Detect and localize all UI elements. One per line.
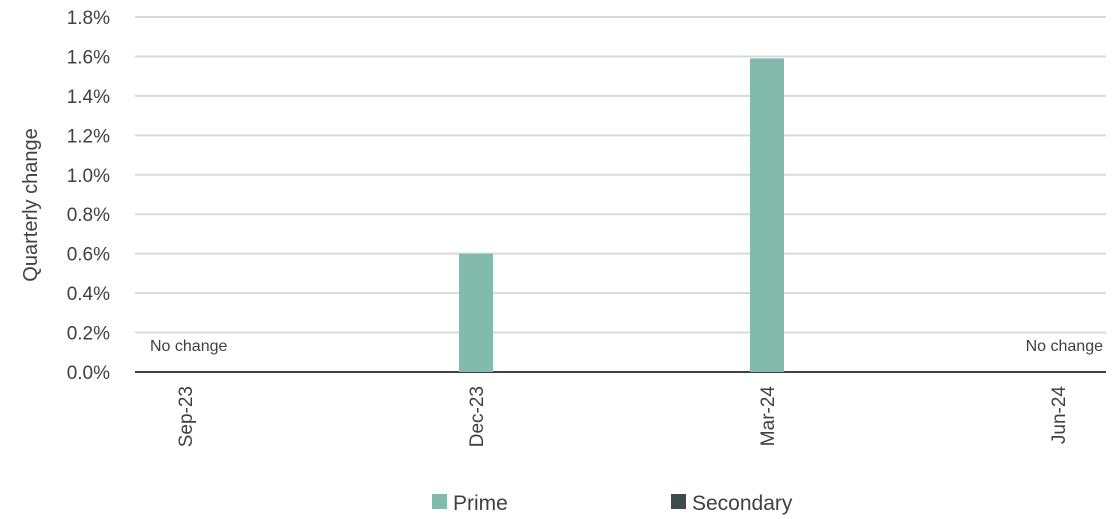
- gridlines: [135, 16, 1106, 373]
- legend-item-secondary: Secondary: [671, 492, 793, 515]
- y-tick-label: 0.4%: [67, 284, 110, 305]
- legend: Prime Secondary: [432, 492, 793, 515]
- y-tick-label: 0.2%: [67, 324, 110, 345]
- legend-label: Secondary: [692, 492, 793, 515]
- y-axis-title: Quarterly change: [20, 128, 42, 281]
- x-tick-labels: Sep-23 Dec-23 Mar-24 Jun-24: [176, 386, 1070, 448]
- annotations: No change No change: [150, 338, 1103, 355]
- y-tick-label: 0.6%: [67, 245, 110, 266]
- legend-swatch: [432, 494, 447, 509]
- y-tick-label: 0.0%: [67, 363, 110, 384]
- x-tick-label: Jun-24: [1049, 386, 1070, 445]
- x-tick-label: Sep-23: [176, 386, 197, 447]
- y-tick-label: 1.2%: [67, 126, 110, 147]
- y-tick-label: 0.8%: [67, 205, 110, 226]
- bars: [459, 58, 784, 373]
- y-tick-label: 1.4%: [67, 87, 110, 108]
- legend-label: Prime: [453, 492, 508, 515]
- annotation-no-change: No change: [150, 338, 227, 355]
- bar-prime-dec-23: [459, 253, 493, 372]
- x-tick-label: Dec-23: [467, 386, 488, 447]
- y-tick-label: 1.8%: [67, 8, 110, 29]
- legend-swatch: [671, 494, 686, 509]
- y-tick-label: 1.6%: [67, 47, 110, 68]
- legend-item-prime: Prime: [432, 492, 508, 515]
- annotation-no-change: No change: [1026, 338, 1103, 355]
- bar-prime-mar-24: [750, 58, 784, 373]
- y-tick-label: 1.0%: [67, 166, 110, 187]
- y-tick-labels: 0.0% 0.2% 0.4% 0.6% 0.8% 1.0% 1.2% 1.4% 1.6% 1.8%: [67, 8, 110, 384]
- x-tick-label: Mar-24: [758, 386, 779, 447]
